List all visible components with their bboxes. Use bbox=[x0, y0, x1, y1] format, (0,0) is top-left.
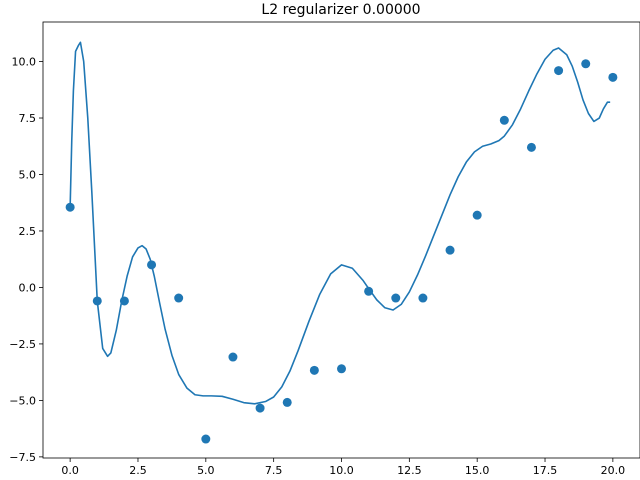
x-tick-label: 20.0 bbox=[601, 464, 626, 477]
chart-title: L2 regularizer 0.00000 bbox=[261, 2, 420, 18]
data-point bbox=[472, 210, 482, 220]
y-tick-label: 0.0 bbox=[19, 281, 37, 294]
data-point bbox=[364, 286, 374, 296]
x-tick-label: 12.5 bbox=[397, 464, 422, 477]
data-point bbox=[309, 365, 319, 375]
x-tick-label: 15.0 bbox=[465, 464, 490, 477]
y-tick-label: 10.0 bbox=[12, 56, 37, 69]
plot-area bbox=[65, 41, 618, 444]
data-point bbox=[445, 245, 455, 255]
y-axis: −7.5 −5.0 −2.5 0.0 2.5 5.0 7.5 10.0 bbox=[9, 56, 43, 464]
data-point bbox=[201, 434, 211, 444]
x-tick-label: 7.5 bbox=[265, 464, 283, 477]
x-axis: 0.0 2.5 5.0 7.5 10.0 12.5 15.0 17.5 20.0 bbox=[61, 458, 625, 477]
y-tick-label: 5.0 bbox=[19, 168, 37, 181]
x-tick-label: 17.5 bbox=[533, 464, 558, 477]
data-point bbox=[418, 293, 428, 303]
data-point bbox=[92, 296, 102, 306]
data-point bbox=[228, 352, 238, 362]
y-tick-label: −7.5 bbox=[9, 451, 36, 464]
data-point bbox=[174, 293, 184, 303]
data-point bbox=[65, 202, 75, 212]
axes-frame bbox=[42, 21, 640, 459]
y-tick-label: −5.0 bbox=[9, 394, 36, 407]
y-tick-label: 7.5 bbox=[19, 112, 37, 125]
fitted-curve-line bbox=[69, 41, 611, 405]
data-point bbox=[581, 59, 591, 69]
x-tick-label: 5.0 bbox=[197, 464, 215, 477]
data-point bbox=[255, 403, 265, 413]
y-tick-label: −2.5 bbox=[9, 338, 36, 351]
data-point bbox=[554, 66, 564, 76]
x-tick-label: 2.5 bbox=[129, 464, 147, 477]
data-point bbox=[119, 296, 129, 306]
data-point bbox=[337, 364, 346, 374]
x-tick-label: 10.0 bbox=[329, 464, 354, 477]
data-point bbox=[608, 72, 618, 82]
data-point bbox=[391, 293, 401, 303]
data-point bbox=[499, 115, 509, 125]
x-tick-label: 0.0 bbox=[61, 464, 79, 477]
data-point bbox=[526, 142, 536, 152]
data-point bbox=[282, 397, 292, 407]
data-point bbox=[147, 260, 157, 270]
y-tick-label: 2.5 bbox=[19, 225, 37, 238]
